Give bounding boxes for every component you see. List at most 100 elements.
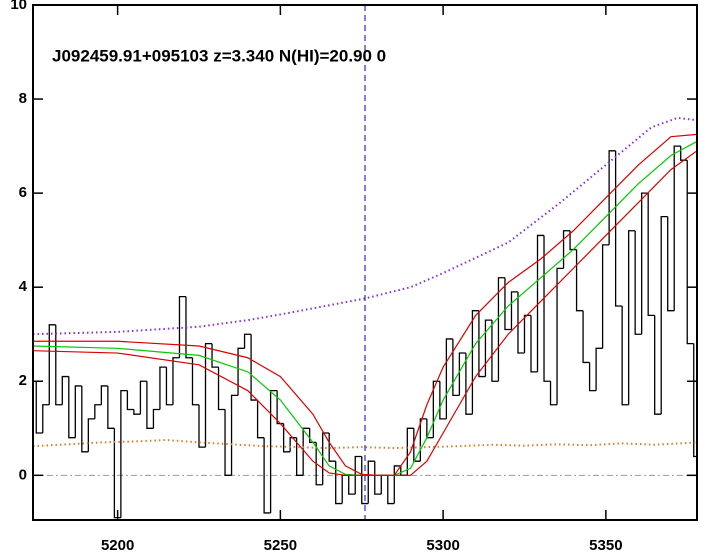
flux-step	[282, 423, 291, 453]
flux-step	[510, 291, 518, 330]
x-tick-label: 5250	[264, 537, 297, 554]
flux-step	[465, 353, 473, 415]
flux-step	[48, 324, 56, 405]
dotted-curve	[33, 116, 697, 336]
flux-step	[159, 366, 167, 410]
flux-step	[126, 390, 134, 411]
flux-step	[387, 475, 395, 505]
flux-step	[348, 475, 356, 495]
frame	[32, 4, 698, 521]
flux-step	[269, 390, 278, 513]
flux-step	[256, 400, 265, 439]
flux-step	[113, 428, 121, 519]
annotation: J092459.91+095103 z=3.340 N(HI)=20.90 0	[52, 46, 386, 65]
fit-curve	[33, 140, 697, 476]
flux-step	[133, 409, 141, 415]
flux-step	[322, 432, 330, 485]
flux-step	[601, 244, 610, 349]
flux-step	[452, 338, 460, 397]
flux-step	[530, 315, 538, 373]
flux-step	[61, 375, 69, 405]
flux-step	[458, 352, 466, 396]
y-tick-label: 6	[19, 184, 27, 201]
flux-step	[621, 306, 629, 406]
flux-step	[263, 437, 271, 514]
flux-step	[491, 320, 499, 382]
flux-step	[295, 437, 304, 476]
flux-step	[302, 427, 310, 476]
flux-step	[543, 235, 551, 382]
flux-step	[517, 291, 525, 354]
y-tick-label: 10	[10, 0, 27, 13]
flux-step	[172, 357, 180, 405]
flux-step	[504, 277, 512, 331]
flux-step	[191, 357, 199, 406]
flux-step	[673, 145, 681, 311]
flux-step	[217, 367, 226, 411]
flux-step	[556, 267, 564, 405]
fit-curve	[33, 150, 697, 476]
flux-step	[361, 456, 369, 505]
flux-step	[230, 394, 239, 476]
flux-step	[354, 455, 362, 495]
flux-step	[42, 404, 50, 433]
x-tick-label: 5200	[101, 537, 134, 554]
flux-step	[686, 160, 694, 345]
flux-step	[562, 230, 571, 269]
flux-step	[634, 230, 642, 335]
y-tick-label: 8	[19, 90, 27, 107]
flux-step	[100, 385, 108, 405]
flux-step	[374, 461, 382, 495]
y-tick-label: 4	[19, 278, 28, 295]
flux-step	[367, 460, 375, 504]
flux-step	[484, 319, 492, 377]
flux-step	[575, 249, 584, 312]
flux-step	[315, 442, 323, 486]
flux-step	[120, 390, 128, 518]
flux-step	[198, 404, 206, 448]
dotted-curve	[33, 439, 697, 450]
flux-step	[445, 338, 453, 419]
flux-step	[309, 428, 317, 444]
flux-step	[224, 409, 232, 476]
flux-step	[152, 408, 160, 429]
flux-step	[478, 310, 486, 378]
flux-step	[94, 404, 102, 419]
flux-step	[250, 334, 258, 401]
flux-step	[178, 295, 186, 358]
flux-step	[204, 342, 213, 448]
fit-curve	[33, 133, 697, 476]
y-tick-label: 0	[19, 466, 27, 483]
flux-step	[243, 333, 252, 349]
flux-step	[536, 234, 545, 372]
flux-step	[211, 343, 219, 368]
flux-step	[569, 230, 577, 251]
flux-step	[68, 376, 76, 439]
x-tick-label: 5350	[589, 537, 622, 554]
flux-step	[439, 381, 447, 420]
flux-step	[185, 296, 193, 359]
y-tick-label: 2	[19, 372, 27, 389]
flux-step	[647, 193, 655, 317]
flux-step	[523, 314, 531, 354]
flux-step	[582, 310, 590, 364]
flux-step	[107, 385, 115, 429]
flux-step	[139, 380, 147, 415]
x-tick-label: 5300	[426, 537, 459, 554]
flux-step	[588, 362, 597, 392]
flux-step	[641, 192, 649, 335]
flux-step	[74, 385, 82, 438]
flux-step	[432, 380, 440, 438]
flux-step	[627, 230, 636, 405]
flux-step	[654, 315, 662, 415]
flux-step	[81, 385, 89, 453]
flux-step	[393, 465, 401, 504]
flux-step	[406, 427, 414, 476]
flux-step	[335, 461, 343, 505]
flux-step	[549, 381, 558, 406]
plot-area	[33, 5, 697, 520]
flux-step	[471, 310, 479, 415]
flux-step	[35, 381, 43, 434]
